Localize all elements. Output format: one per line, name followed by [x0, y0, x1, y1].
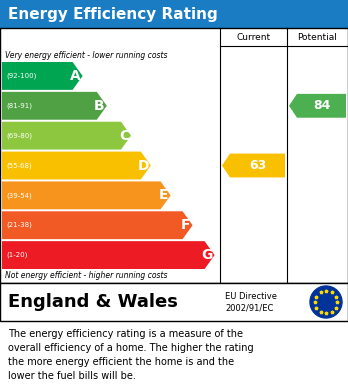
Text: Current: Current — [236, 32, 270, 41]
Text: EU Directive
2002/91/EC: EU Directive 2002/91/EC — [225, 292, 277, 312]
Text: 84: 84 — [313, 99, 330, 112]
Circle shape — [310, 286, 342, 318]
Text: (1-20): (1-20) — [6, 252, 27, 258]
Bar — [0, 283, 348, 321]
Bar — [0, 0, 348, 28]
Text: 63: 63 — [249, 159, 266, 172]
Text: C: C — [119, 129, 129, 143]
Text: D: D — [137, 158, 149, 172]
Text: (55-68): (55-68) — [6, 162, 32, 169]
Polygon shape — [2, 92, 107, 120]
Polygon shape — [2, 211, 192, 239]
Polygon shape — [2, 181, 171, 209]
Text: Potential: Potential — [298, 32, 338, 41]
Text: England & Wales: England & Wales — [8, 293, 178, 311]
Text: G: G — [201, 248, 213, 262]
Text: F: F — [181, 218, 191, 232]
Text: (81-91): (81-91) — [6, 102, 32, 109]
Polygon shape — [2, 122, 131, 150]
Polygon shape — [2, 62, 82, 90]
Text: Very energy efficient - lower running costs: Very energy efficient - lower running co… — [5, 50, 167, 59]
Text: E: E — [159, 188, 168, 203]
Polygon shape — [222, 154, 285, 178]
Text: Not energy efficient - higher running costs: Not energy efficient - higher running co… — [5, 271, 167, 280]
Polygon shape — [2, 241, 215, 269]
Text: (92-100): (92-100) — [6, 73, 37, 79]
Polygon shape — [2, 152, 151, 179]
Polygon shape — [289, 94, 346, 118]
Text: Energy Efficiency Rating: Energy Efficiency Rating — [8, 7, 218, 22]
Text: B: B — [94, 99, 105, 113]
Text: The energy efficiency rating is a measure of the
overall efficiency of a home. T: The energy efficiency rating is a measur… — [8, 329, 254, 381]
Text: (39-54): (39-54) — [6, 192, 32, 199]
Text: A: A — [70, 69, 81, 83]
Text: (69-80): (69-80) — [6, 133, 32, 139]
Bar — [0, 28, 348, 283]
Text: (21-38): (21-38) — [6, 222, 32, 228]
